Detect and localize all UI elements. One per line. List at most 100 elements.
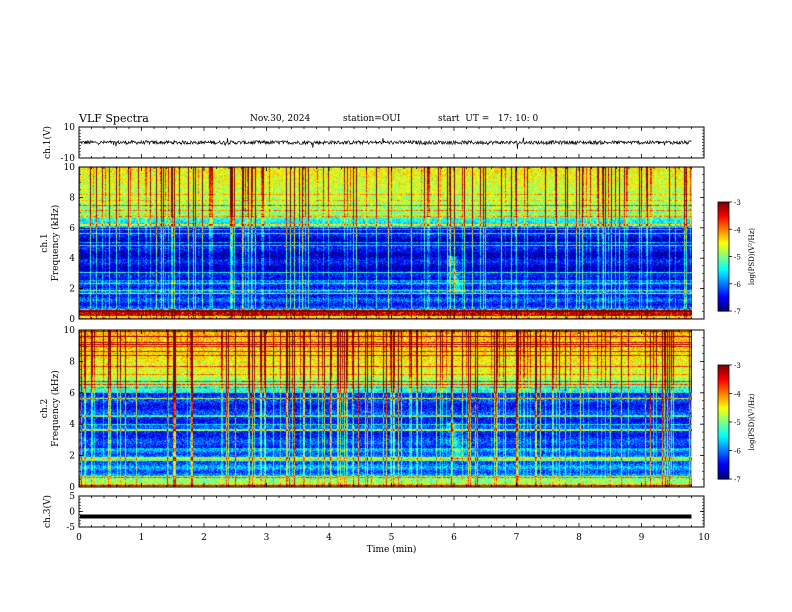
ch2-spectrogram-colorbar-cell: [718, 385, 729, 389]
ch1-spectrogram-colorbar-tick-label: -6: [734, 281, 741, 289]
ch2-spectrogram-colorbar-cell: [718, 435, 729, 438]
ch1-spectrogram-colorbar-cell: [718, 291, 729, 294]
ch2-spectrogram-colorbar-cell: [718, 408, 729, 412]
ch1-spectrogram-colorbar-cell: [718, 216, 729, 219]
ch2-spectrogram-ytick-label: 10: [64, 326, 76, 336]
ch2-spectrogram-colorbar-cell: [718, 423, 729, 427]
ch1-spectrogram-colorbar-cell: [718, 225, 729, 229]
ch1-waveform-ylabel: ch.1(V): [42, 126, 53, 159]
ch1-spectrogram-colorbar-cell: [718, 221, 729, 225]
ch1-spectrogram-colorbar-cell: [718, 214, 729, 218]
ch1-spectrogram-colorbar-cell: [718, 309, 729, 312]
ch3-waveform-ylabel: ch.3(V): [42, 495, 53, 528]
ch1-spectrogram-ytick-label: 0: [69, 315, 75, 325]
ch1-spectrogram-colorbar-cell: [718, 212, 729, 216]
ch2-spectrogram-ylabel-channel: ch.2: [40, 399, 50, 418]
ch2-spectrogram-colorbar-cell: [718, 418, 729, 421]
ch2-spectrogram-colorbar-cell: [718, 382, 729, 385]
ch2-spectrogram-colorbar-cell: [718, 473, 729, 476]
ch1-spectrogram-colorbar-cell: [718, 245, 729, 249]
ch1-spectrogram-colorbar-cell: [718, 278, 729, 281]
x-tick-label: 6: [451, 533, 457, 543]
ch2-spectrogram-colorbar-cell: [718, 429, 729, 433]
ch1-spectrogram-colorbar-cell: [718, 263, 729, 267]
ch2-spectrogram-colorbar-tick-label: -7: [734, 476, 741, 484]
ch2-spectrogram-colorbar-cell: [718, 439, 729, 442]
ch1-spectrogram-colorbar-cell: [718, 267, 729, 270]
ch1-spectrogram-ylabel-frequency: Frequency (kHz): [50, 205, 61, 282]
ch2-spectrogram-colorbar-cell: [718, 450, 729, 453]
ch2-spectrogram-colorbar-cell: [718, 467, 729, 471]
ch2-spectrogram-colorbar-tick-label: -6: [734, 448, 741, 456]
ch1-spectrogram-image: [79, 167, 692, 319]
ch2-spectrogram-colorbar-cell: [718, 376, 729, 379]
ch2-spectrogram-colorbar-cell: [718, 370, 729, 374]
ch1-spectrogram-colorbar-cell: [718, 234, 729, 238]
ch1-spectrogram-colorbar-cell: [718, 209, 729, 212]
ch2-spectrogram-colorbar-cell: [718, 393, 729, 396]
ch1-spectrogram-colorbar-cell: [718, 301, 729, 305]
ch2-spectrogram-colorbar-cell: [718, 463, 729, 467]
x-tick-label: 5: [389, 533, 395, 543]
x-tick-label: 0: [76, 533, 82, 543]
ch2-spectrogram-colorbar-cell: [718, 471, 729, 474]
ch2-spectrogram-colorbar-cell: [718, 448, 729, 452]
ch2-spectrogram-ylabel-frequency: Frequency (kHz): [50, 370, 61, 447]
ch1-spectrogram-colorbar-cell: [718, 205, 729, 209]
x-tick-label: 4: [326, 533, 332, 543]
ch1-spectrogram-colorbar-cell: [718, 220, 729, 223]
ch1-waveform-ytick-label: 10: [64, 123, 76, 133]
ch1-waveform-ytick-label: -10: [61, 154, 76, 164]
ch3-waveform-ytick-label: -5: [66, 523, 75, 533]
ch1-spectrogram-ytick-label: 6: [69, 224, 75, 234]
x-tick-label: 7: [514, 533, 520, 543]
ch1-spectrogram-colorbar-cell: [718, 296, 729, 299]
x-tick-label: 9: [639, 533, 645, 543]
ch2-spectrogram-colorbar-cell: [718, 475, 729, 478]
ch2-spectrogram-ytick-label: 2: [69, 452, 75, 462]
x-tick-label: 1: [139, 533, 145, 543]
ch1-spectrogram-colorbar-cell: [718, 305, 729, 308]
ch1-spectrogram-ytick-label: 4: [69, 254, 75, 264]
ch2-spectrogram-colorbar-cell: [718, 427, 729, 431]
ch1-spectrogram-colorbar-cell: [718, 251, 729, 254]
ch2-spectrogram-colorbar-cell: [718, 389, 729, 393]
ch2-spectrogram-colorbar-label: log(PSD)(V²/Hz): [748, 393, 756, 450]
ch1-spectrogram-colorbar-cell: [718, 252, 729, 256]
ch1-spectrogram-colorbar-label: log(PSD)(V²/Hz): [748, 228, 756, 285]
ch2-spectrogram-colorbar-cell: [718, 460, 729, 463]
ch1-spectrogram-colorbar-cell: [718, 274, 729, 278]
ch2-spectrogram-colorbar-cell: [718, 404, 729, 408]
x-tick-label: 3: [264, 533, 270, 543]
ch2-spectrogram-colorbar-cell: [718, 416, 729, 419]
ch1-spectrogram-colorbar-cell: [718, 254, 729, 258]
ch1-spectrogram-colorbar-cell: [718, 303, 729, 307]
ch1-spectrogram-colorbar-cell: [718, 223, 729, 227]
start-time-label: start UT = 17: 10: 0: [438, 114, 539, 124]
station-label: station=OUI: [343, 114, 401, 124]
ch1-spectrogram-colorbar-cell: [718, 283, 729, 287]
ch1-spectrogram-colorbar-cell: [718, 289, 729, 292]
figure-title: VLF Spectra: [79, 112, 149, 125]
ch1-spectrogram-colorbar-cell: [718, 229, 729, 232]
ch2-spectrogram-colorbar-cell: [718, 380, 729, 383]
ch1-spectrogram-colorbar-cell: [718, 236, 729, 239]
ch1-spectrogram-colorbar-cell: [718, 260, 729, 263]
ch2-spectrogram-colorbar-cell: [718, 465, 729, 469]
ch1-spectrogram-ytick-label: 10: [64, 163, 76, 173]
ch1-spectrogram-colorbar-cell: [718, 211, 729, 214]
ch1-spectrogram-colorbar-cell: [718, 256, 729, 259]
ch1-spectrogram-colorbar-cell: [718, 276, 729, 279]
ch2-spectrogram-colorbar-cell: [718, 442, 729, 446]
ch3-waveform-frame: [78, 495, 705, 528]
ch2-spectrogram-colorbar-cell: [718, 384, 729, 387]
x-tick-label: 2: [201, 533, 207, 543]
ch1-spectrogram-colorbar-cell: [718, 202, 729, 205]
ch2-spectrogram-colorbar-cell: [718, 372, 729, 376]
ch1-spectrogram-colorbar-cell: [718, 231, 729, 234]
ch2-spectrogram-ytick-label: 0: [69, 483, 75, 493]
date-label: Nov.30, 2024: [250, 114, 311, 124]
ch2-spectrogram-colorbar-cell: [718, 391, 729, 395]
x-axis-label: Time (min): [367, 544, 417, 555]
